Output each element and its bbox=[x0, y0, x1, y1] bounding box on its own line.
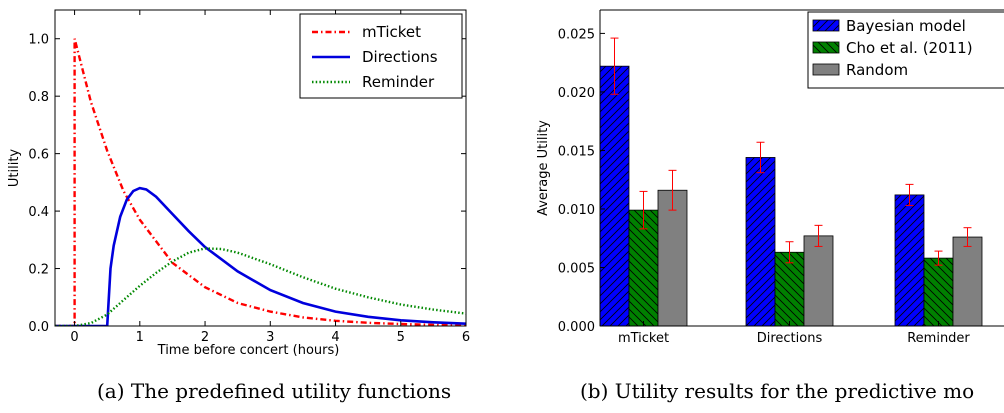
y-tick-label: 0.015 bbox=[558, 144, 595, 159]
y-tick-label: 0.010 bbox=[558, 203, 595, 218]
x-axis-label: Time before concert (hours) bbox=[157, 343, 340, 358]
y-axis-label: Average Utility bbox=[536, 120, 551, 216]
series-lines bbox=[55, 38, 466, 326]
legend: Bayesian model Cho et al. (2011) Random bbox=[807, 11, 1004, 89]
utility-functions-chart: 0 1 2 3 4 5 6 0.0 0.2 0.4 0.6 0.8 1.0 Time before con… bbox=[7, 9, 470, 358]
legend-label-bayesian-model: Bayesian model bbox=[846, 17, 966, 35]
x-tick-label: 0 bbox=[70, 330, 78, 345]
bar-hatch-cho-et-al-2011-mticket bbox=[629, 210, 658, 326]
x-tick-label: 6 bbox=[462, 330, 470, 345]
y-tick-label: 0.0 bbox=[28, 320, 49, 335]
bar-hatch-cho-et-al-2011-directions bbox=[775, 252, 804, 326]
x-tick-label-mticket: mTicket bbox=[618, 331, 669, 346]
legend-swatch-random bbox=[812, 63, 840, 76]
x-tick-label: 4 bbox=[331, 330, 339, 345]
bar-random-reminder bbox=[952, 236, 983, 327]
bar-hatch-bayesian-model-directions bbox=[746, 157, 775, 326]
bar-hatch-bayesian-model-mticket bbox=[600, 66, 629, 326]
y-tick-label: 0.2 bbox=[28, 263, 49, 278]
x-tick-label: 5 bbox=[397, 330, 405, 345]
y-tick-label: 0.000 bbox=[558, 320, 595, 335]
plot-frame bbox=[54, 9, 467, 327]
legend: mTicket Directions Reminder bbox=[299, 13, 463, 99]
legend-label-reminder: Reminder bbox=[362, 73, 435, 91]
y-tick-label: 0.8 bbox=[28, 90, 49, 105]
y-tick-label: 0.6 bbox=[28, 148, 49, 163]
average-utility-bar-chart: mTicket Directions Reminder 0.000 0.005 0.010… bbox=[536, 9, 1004, 346]
x-tick-label: 3 bbox=[266, 330, 274, 345]
legend-label-cho-et-al-2011: Cho et al. (2011) bbox=[846, 39, 973, 57]
series-line-reminder bbox=[55, 247, 466, 326]
bar-random-mticket bbox=[657, 189, 688, 327]
legend-label-random: Random bbox=[846, 61, 908, 79]
x-tick-label: 2 bbox=[201, 330, 209, 345]
legend-box bbox=[807, 11, 1004, 89]
x-tick-label-reminder: Reminder bbox=[907, 331, 970, 346]
legend-label-directions: Directions bbox=[362, 48, 438, 66]
x-tick-label-directions: Directions bbox=[757, 331, 823, 346]
bar-random-directions bbox=[803, 235, 834, 327]
bar-hatch-bayesian-model-reminder bbox=[895, 194, 924, 326]
series-line-mticket bbox=[55, 38, 466, 326]
caption-a: (a) The predefined utility functions bbox=[97, 379, 451, 403]
y-axis-label: Utility bbox=[7, 149, 22, 188]
y-tick-label: 0.4 bbox=[28, 205, 49, 220]
y-tick-label: 1.0 bbox=[28, 33, 49, 48]
y-tick-label: 0.025 bbox=[558, 27, 595, 42]
y-tick-label: 0.020 bbox=[558, 86, 595, 101]
legend-label-mticket: mTicket bbox=[362, 23, 421, 41]
legend-swatch-hatch-bayesian-model bbox=[813, 20, 839, 31]
caption-b: (b) Utility results for the predictive m… bbox=[580, 379, 974, 403]
bar-hatch-cho-et-al-2011-reminder bbox=[924, 258, 953, 326]
series-line-directions bbox=[55, 186, 466, 326]
y-tick-label: 0.005 bbox=[558, 261, 595, 276]
x-tick-label: 1 bbox=[136, 330, 144, 345]
legend-swatch-hatch-cho-et-al-2011 bbox=[813, 42, 839, 53]
